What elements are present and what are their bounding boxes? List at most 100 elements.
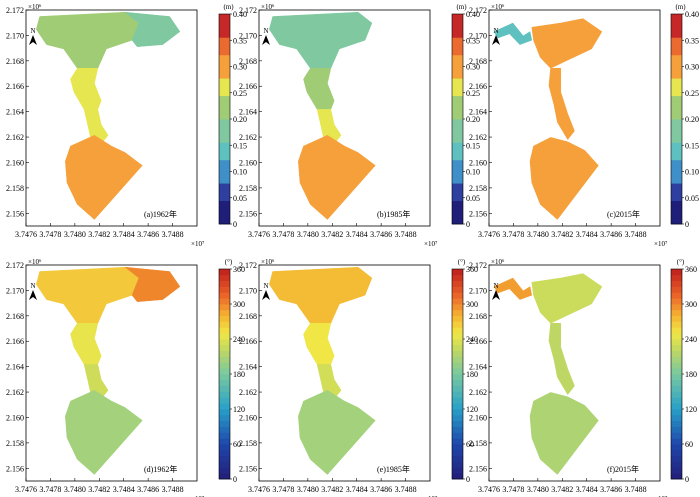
y-tick-label: 2.158 xyxy=(239,439,257,448)
colorbar-cell xyxy=(452,49,463,56)
colorbar-cell xyxy=(219,269,230,276)
colorbar-tick-label: 0.40 xyxy=(233,10,247,19)
colorbar-tick-label: 0.20 xyxy=(685,115,699,124)
colorbar-tick-label: 0.30 xyxy=(233,63,247,72)
colorbar-cell xyxy=(671,286,682,293)
colorbar-tick-label: 360 xyxy=(233,265,245,274)
colorbar-cell xyxy=(671,356,682,363)
y-tick-label: 2.156 xyxy=(469,464,487,473)
colorbar-cell xyxy=(671,84,682,91)
x-exponent: ×10⁷ xyxy=(424,240,438,248)
x-tick-label: 3.7480 xyxy=(527,485,549,494)
x-tick-label: 3.7484 xyxy=(113,485,135,494)
colorbar-cell xyxy=(452,438,463,445)
region-lower-channel xyxy=(316,109,342,145)
colorbar-cell xyxy=(219,449,230,457)
x-tick-label: 3.7480 xyxy=(64,485,86,494)
colorbar-cell xyxy=(671,280,682,287)
panel-title: (c)2015年 xyxy=(607,209,640,219)
x-tick-label: 3.7476 xyxy=(478,230,500,239)
colorbar-cell xyxy=(219,84,230,91)
x-tick-label: 3.7486 xyxy=(370,485,392,494)
colorbar-cell xyxy=(452,130,463,137)
x-exponent: ×10⁷ xyxy=(191,495,205,497)
colorbar-cell xyxy=(452,304,463,311)
colorbar-tick-label: 240 xyxy=(466,335,478,344)
region-bay xyxy=(298,135,376,220)
x-tick-label: 3.7478 xyxy=(39,485,61,494)
colorbar-cell xyxy=(452,159,463,167)
colorbar-cell xyxy=(219,414,230,422)
colorbar-tick-label: 180 xyxy=(466,370,478,379)
colorbar-cell xyxy=(452,432,463,439)
region-lower-channel xyxy=(316,364,342,400)
x-tick-label: 3.7482 xyxy=(551,485,573,494)
colorbar-tick-label: 0.35 xyxy=(466,36,480,45)
colorbar-tick-label: 0.05 xyxy=(233,194,247,203)
colorbar-cell xyxy=(452,194,463,202)
region-east-upper-estuary xyxy=(124,266,181,302)
panel-title: (f)2015年 xyxy=(607,464,639,474)
colorbar-cell xyxy=(219,444,230,451)
colorbar-cell xyxy=(671,397,682,404)
colorbar-cell xyxy=(452,461,463,468)
colorbar-cell xyxy=(452,298,463,305)
north-arrow-icon xyxy=(492,290,500,300)
colorbar-cell xyxy=(219,292,230,299)
colorbar-tick-label: 300 xyxy=(466,300,478,309)
y-tick-label: 2.166 xyxy=(239,82,257,91)
colorbar-cell xyxy=(671,154,682,161)
colorbar-tick-label: 0.40 xyxy=(685,10,699,19)
colorbar-cell xyxy=(219,362,230,369)
colorbar-cell xyxy=(219,339,230,346)
colorbar-cell xyxy=(671,25,682,32)
y-tick-label: 2.160 xyxy=(6,158,24,167)
y-tick-label: 2.166 xyxy=(239,337,257,346)
colorbar-cell xyxy=(671,49,682,56)
colorbar-cell xyxy=(452,333,463,340)
colorbar-cell xyxy=(219,298,230,305)
colorbar-cell xyxy=(452,14,463,21)
panel-title: (d)1962年 xyxy=(144,464,177,474)
x-tick-label: 3.7480 xyxy=(527,230,549,239)
colorbar-cell xyxy=(671,43,682,50)
y-tick-label: 2.156 xyxy=(469,209,487,218)
y-tick-label: 2.166 xyxy=(469,82,487,91)
colorbar-tick-label: 0 xyxy=(466,475,470,484)
colorbar-tick-label: 0.20 xyxy=(466,115,480,124)
colorbar-cell xyxy=(671,124,682,132)
colorbar-cell xyxy=(219,467,230,474)
colorbar-cell xyxy=(452,200,463,207)
x-tick-label: 3.7480 xyxy=(297,230,319,239)
colorbar-cell xyxy=(671,403,682,410)
colorbar-cell xyxy=(219,438,230,445)
colorbar-cell xyxy=(452,25,463,32)
y-tick-label: 2.160 xyxy=(239,158,257,167)
colorbar-cell xyxy=(452,113,463,120)
colorbar-cell xyxy=(452,206,463,213)
colorbar-cell xyxy=(452,327,463,334)
colorbar-cell xyxy=(219,43,230,50)
colorbar-cell xyxy=(219,379,230,387)
y-tick-label: 2.166 xyxy=(6,337,24,346)
colorbar-cell xyxy=(671,426,682,433)
colorbar-cell xyxy=(452,420,463,427)
north-label: N xyxy=(263,282,268,290)
colorbar-cell xyxy=(219,321,230,328)
colorbar-cell xyxy=(219,183,230,190)
colorbar-cell xyxy=(452,292,463,299)
colorbar-cell xyxy=(671,309,682,317)
colorbar-cell xyxy=(671,159,682,167)
colorbar-cell xyxy=(219,78,230,85)
colorbar-tick-label: 0.15 xyxy=(233,141,247,150)
north-arrow-icon xyxy=(262,290,270,300)
colorbar-cell xyxy=(452,84,463,91)
colorbar-cell xyxy=(219,455,230,462)
colorbar-cell xyxy=(671,107,682,114)
colorbar-tick-label: 0 xyxy=(233,475,237,484)
colorbar-tick-label: 0.30 xyxy=(685,63,699,72)
colorbar-cell xyxy=(452,119,463,126)
colorbar-cell xyxy=(219,194,230,202)
colorbar-tick-label: 0.35 xyxy=(233,36,247,45)
